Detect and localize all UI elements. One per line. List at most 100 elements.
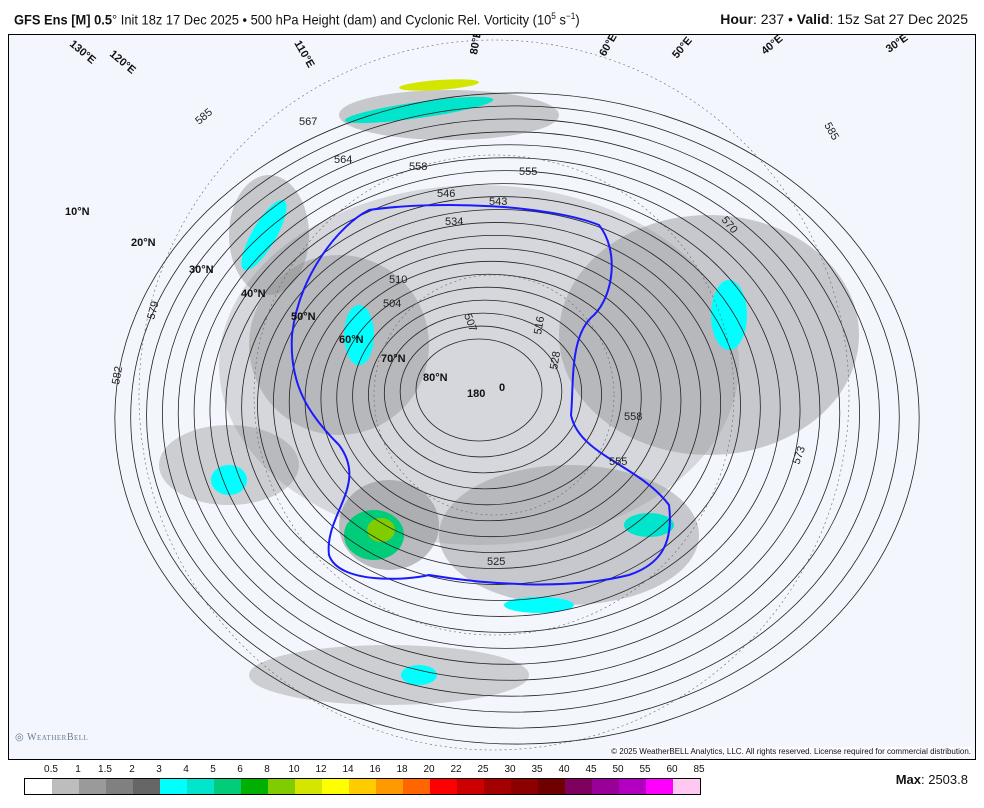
svg-text:60°E: 60°E — [597, 35, 619, 59]
height-contour-line — [209, 170, 801, 649]
colorbar-tick-label: 1.5 — [98, 764, 112, 775]
svg-text:30°N: 30°N — [189, 264, 214, 276]
map-canvas: 10°N 20°N 30°N 40°N 50°N 60°N 70°N 80°N … — [65, 35, 920, 751]
height-contour-line — [336, 273, 642, 522]
copyright-notice: © 2025 WeatherBELL Analytics, LLC. All r… — [611, 747, 971, 756]
colorbar-swatch — [484, 779, 511, 794]
max-value: Max: 2503.8 — [895, 772, 968, 787]
height-contour-line — [241, 196, 761, 617]
colorbar-swatch — [430, 779, 457, 794]
weatherbell-logo: ◎ WeatherBell — [15, 732, 89, 743]
colorbar-swatch — [295, 779, 322, 794]
svg-text:555: 555 — [609, 456, 627, 468]
svg-text:80°N: 80°N — [423, 372, 448, 384]
height-contour-line — [130, 105, 900, 729]
colorbar-tick-label: 40 — [558, 764, 570, 775]
colorbar-tick-label: 35 — [531, 764, 543, 775]
vorticity-high-cells — [211, 79, 747, 685]
colorbar-swatch — [52, 779, 79, 794]
height-contour-line — [225, 183, 781, 633]
colorbar-swatch — [187, 779, 214, 794]
svg-text:60°N: 60°N — [339, 334, 364, 346]
svg-text:579: 579 — [145, 300, 161, 321]
height-contour-line — [146, 118, 880, 713]
colorbar-tick-label: 12 — [315, 764, 327, 775]
svg-text:504: 504 — [383, 298, 401, 310]
colorbar-swatch — [241, 779, 268, 794]
colorbar-tick-label: 60 — [666, 764, 678, 775]
colorbar-tick-label: 6 — [237, 764, 243, 775]
colorbar-swatch — [160, 779, 187, 794]
colorbar-tick-label: 0.5 — [44, 764, 58, 775]
svg-text:40°N: 40°N — [241, 288, 266, 300]
contour-labels: 585 579 582 573 570 567 564 558 558 546 … — [110, 106, 841, 568]
colorbar-tick-label: 14 — [342, 764, 354, 775]
colorbar-tick-label: 10 — [288, 764, 300, 775]
weather-map: 10°N 20°N 30°N 40°N 50°N 60°N 70°N 80°N … — [8, 34, 976, 760]
colorbar-tick-label: 18 — [396, 764, 408, 775]
svg-text:555: 555 — [519, 166, 537, 178]
colorbar-tick-label: 2 — [129, 764, 135, 775]
svg-text:546: 546 — [437, 188, 455, 200]
svg-text:20°N: 20°N — [131, 237, 156, 249]
svg-text:525: 525 — [487, 556, 505, 568]
svg-text:582: 582 — [110, 365, 125, 385]
svg-text:0: 0 — [499, 382, 505, 394]
map-title: GFS Ens [M] 0.5° Init 18z 17 Dec 2025 • … — [14, 11, 580, 28]
height-contour-line — [288, 234, 702, 570]
colorbar-tick-label: 8 — [264, 764, 270, 775]
svg-text:585: 585 — [193, 106, 215, 127]
svg-text:120°E: 120°E — [107, 48, 138, 77]
colorbar-swatch — [592, 779, 619, 794]
svg-text:558: 558 — [409, 161, 427, 173]
contour-540-highlight — [290, 204, 671, 586]
svg-text:110°E: 110°E — [291, 39, 316, 71]
colorbar-swatch — [565, 779, 592, 794]
colorbar-swatch — [322, 779, 349, 794]
height-contour-line — [161, 131, 861, 697]
svg-text:50°E: 50°E — [670, 35, 695, 61]
svg-text:50°N: 50°N — [291, 311, 316, 323]
svg-text:10°N: 10°N — [65, 206, 90, 218]
colorbar-swatch — [403, 779, 430, 794]
colorbar-swatch — [268, 779, 295, 794]
colorbar-swatch — [673, 779, 700, 794]
height-contour-line — [383, 312, 583, 474]
vorticity-shading — [159, 90, 859, 705]
colorbar-tick-label: 50 — [612, 764, 624, 775]
colorbar-tick-label: 20 — [423, 764, 435, 775]
colorbar-swatch — [349, 779, 376, 794]
colorbar — [24, 778, 701, 795]
height-contour-line — [177, 144, 841, 681]
colorbar-swatch — [646, 779, 673, 794]
colorbar-swatch — [79, 779, 106, 794]
colorbar-swatch — [25, 779, 52, 794]
svg-text:130°E: 130°E — [67, 38, 98, 67]
colorbar-tick-label: 3 — [156, 764, 162, 775]
colorbar-tick-label: 55 — [639, 764, 651, 775]
colorbar-tick-label: 25 — [477, 764, 489, 775]
height-contours — [114, 92, 920, 745]
colorbar-swatch — [538, 779, 565, 794]
lat-lon-grid — [138, 39, 850, 751]
svg-text:507: 507 — [461, 312, 479, 333]
height-contour-line — [257, 209, 741, 601]
colorbar-swatch — [214, 779, 241, 794]
height-contour-line — [352, 286, 622, 506]
colorbar-tick-label: 1 — [75, 764, 81, 775]
svg-text:543: 543 — [489, 196, 507, 208]
colorbar-tick-label: 30 — [504, 764, 516, 775]
height-contour-line — [272, 222, 722, 585]
colorbar-swatch — [376, 779, 403, 794]
svg-text:510: 510 — [389, 274, 407, 286]
height-contour-line — [399, 325, 563, 458]
height-contour-line — [320, 260, 662, 538]
svg-text:70°N: 70°N — [381, 353, 406, 365]
svg-text:585: 585 — [821, 121, 841, 143]
svg-text:516: 516 — [532, 315, 547, 335]
colorbar-tick-label: 22 — [450, 764, 462, 775]
height-contour-line — [415, 338, 543, 442]
height-contour-line — [368, 299, 602, 490]
svg-text:40°E: 40°E — [759, 35, 785, 57]
svg-text:528: 528 — [548, 350, 563, 370]
